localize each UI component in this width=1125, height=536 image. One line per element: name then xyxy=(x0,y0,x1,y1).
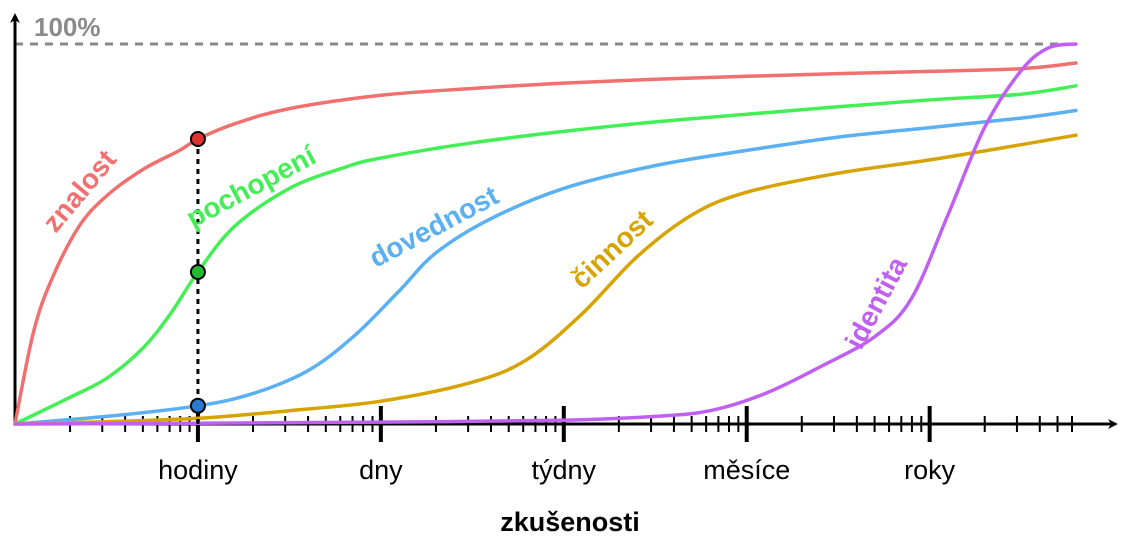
marker-point-znalost xyxy=(189,131,206,147)
x-axis-title: zkušenosti xyxy=(500,507,640,536)
series-lines xyxy=(13,42,1078,426)
x-tick-label: měsíce xyxy=(703,455,790,485)
x-axis-tick-labels: hodiny dny týdny měsíce roky xyxy=(158,455,956,485)
x-tick-label: roky xyxy=(904,455,956,485)
marker-point-pochopení xyxy=(189,264,206,280)
series-label-pochopení: pochopení xyxy=(181,139,322,233)
x-tick-label: hodiny xyxy=(158,455,238,485)
series-line-identita xyxy=(13,42,1078,426)
series-label-dovednost: dovednost xyxy=(364,180,504,274)
series-line-dovednost xyxy=(13,108,1078,426)
marker-group xyxy=(189,131,206,424)
series-label-identita: identita xyxy=(839,251,913,354)
series-line-činnost xyxy=(13,133,1078,426)
hundred-percent-label: 100% xyxy=(34,12,101,42)
x-tick-label: dny xyxy=(359,455,403,485)
marker-point-dovednost xyxy=(189,397,206,414)
series-line-pochopení xyxy=(13,84,1078,426)
series-line-znalost xyxy=(13,61,1078,426)
x-tick-label: týdny xyxy=(532,455,597,485)
